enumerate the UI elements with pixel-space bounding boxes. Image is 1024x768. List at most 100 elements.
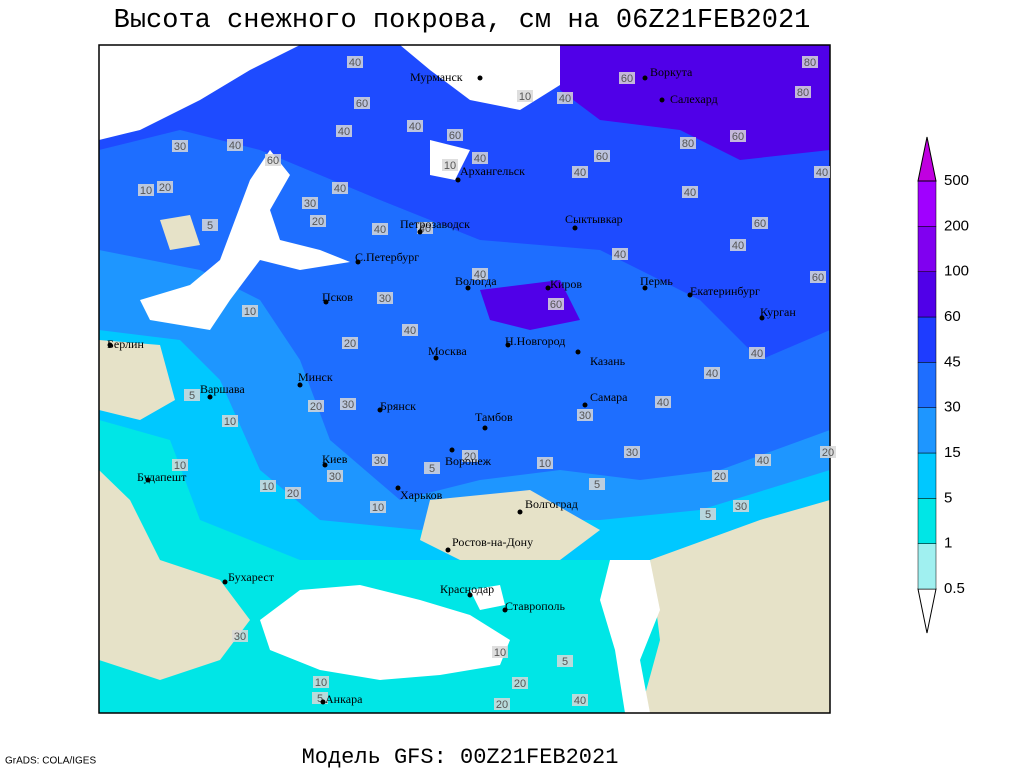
no-snow: [420, 490, 600, 560]
contour-label: 60: [596, 151, 608, 163]
city-label: Екатеринбург: [690, 284, 760, 298]
contour-label: 30: [304, 198, 316, 210]
city-dot: [659, 97, 665, 103]
city-dot: [467, 592, 473, 598]
contour-label-box: [682, 186, 698, 198]
contour-label: 5: [429, 463, 435, 475]
contour-label-box: [327, 470, 343, 482]
city-dot: [323, 299, 329, 305]
contour-label: 40: [474, 153, 486, 165]
contour-label-box: [308, 400, 324, 412]
city-label: Архангельск: [460, 164, 525, 178]
city-label: Варшава: [200, 382, 245, 396]
contour-label: 40: [684, 187, 696, 199]
contour-label: 80: [797, 87, 809, 99]
contour-label: 30: [174, 141, 186, 153]
city-dot: [582, 402, 588, 408]
contour-label-box: [172, 459, 188, 471]
colorbar-bin: [917, 271, 937, 318]
city-label: Бухарест: [228, 570, 275, 584]
contour-label: 60: [732, 131, 744, 143]
city-dot: [322, 462, 328, 468]
colorbar-label: 45: [944, 353, 961, 370]
contour-label-box: [537, 457, 553, 469]
contour-label-box: [577, 409, 593, 421]
contour-label-box: [802, 56, 818, 68]
city-label: Краснодар: [440, 582, 494, 596]
credit: GrADS: COLA/IGES: [5, 756, 96, 767]
no-snow: [99, 470, 250, 680]
contour-label: 40: [338, 126, 350, 138]
contour-label: 10: [519, 91, 531, 103]
contour-label: 10: [494, 647, 506, 659]
contour-label-box: [730, 130, 746, 142]
contour-label: 40: [574, 695, 586, 707]
contour-label: 40: [757, 455, 769, 467]
contour-label: 10: [244, 306, 256, 318]
colorbar-label: 500: [944, 172, 969, 189]
city-label: С.Петербург: [355, 250, 419, 264]
city-dot: [642, 285, 648, 291]
city-label: Киров: [550, 277, 582, 291]
contour-label: 10: [262, 481, 274, 493]
contour-label-box: [494, 698, 510, 710]
city-dot: [145, 477, 151, 483]
city-dot: [545, 285, 551, 291]
city-label: Самара: [590, 390, 628, 404]
contour-label-box: [680, 137, 696, 149]
contour-label: 20: [287, 488, 299, 500]
contour-label: 60: [267, 155, 279, 167]
colorbar-bin: [917, 543, 937, 590]
colorbar-bin: [917, 316, 937, 363]
contour-label: 40: [334, 183, 346, 195]
city-dot: [687, 292, 693, 298]
contour-label-box: [730, 239, 746, 251]
contour-label-box: [336, 125, 352, 137]
map-frame: [98, 44, 831, 714]
contour-label-box: [340, 398, 356, 410]
no-snow: [640, 500, 830, 713]
contour-label-box: [572, 166, 588, 178]
contour-label-box: [462, 450, 478, 462]
contour-label-box: [242, 305, 258, 317]
contour-label-box: [712, 470, 728, 482]
city-dot: [445, 547, 451, 553]
contour-label-box: [557, 92, 573, 104]
azov-sea: [470, 585, 505, 610]
city-label: Брянск: [380, 399, 416, 413]
contour-label-box: [332, 182, 348, 194]
city-dot: [482, 425, 488, 431]
city-label: Мурманск: [410, 70, 463, 84]
contour-label: 30: [735, 501, 747, 513]
caspian-sea: [600, 560, 660, 713]
contour-label-box: [700, 508, 716, 520]
contour-label-box: [157, 181, 173, 193]
colorbar-bin: [917, 498, 937, 544]
contour-label-box: [752, 217, 768, 229]
contour-label: 30: [379, 293, 391, 305]
city-label: Псков: [322, 290, 353, 304]
contour-label-box: [472, 268, 488, 280]
contour-label-box: [227, 139, 243, 151]
contour-label: 20: [312, 216, 324, 228]
contour-label: 40: [374, 224, 386, 236]
contour-label: 20: [310, 401, 322, 413]
colorbar-label: 5: [944, 489, 952, 506]
colorbar-bin: [917, 407, 937, 454]
contour-label-box: [447, 129, 463, 141]
contour-label-box: [370, 501, 386, 513]
city-label: Пермь: [640, 274, 673, 288]
contour-label-box: [472, 152, 488, 164]
colorbar-label: 100: [944, 263, 969, 280]
contour-label: 30: [626, 447, 638, 459]
city-label: Минск: [298, 370, 333, 384]
contour-label: 60: [449, 130, 461, 142]
contour-label-box: [222, 415, 238, 427]
contour-label: 30: [579, 410, 591, 422]
colorbar-bin: [917, 226, 937, 272]
no-snow: [160, 215, 200, 250]
contour-label-box: [407, 120, 423, 132]
city-dot: [642, 75, 648, 81]
colorbar-bin: [917, 588, 937, 634]
